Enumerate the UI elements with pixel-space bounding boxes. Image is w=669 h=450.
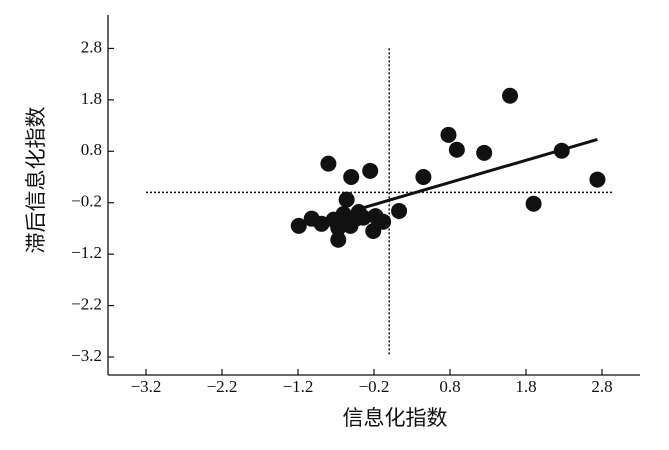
x-tick-label: 2.8 (591, 377, 612, 396)
point (337, 209, 354, 226)
x-tick-label: 0.8 (439, 377, 460, 396)
point (343, 169, 360, 185)
point (415, 169, 432, 185)
point (330, 231, 347, 248)
y-tick-label: −0.2 (71, 192, 102, 211)
point (525, 195, 542, 212)
y-tick-label: 1.8 (81, 89, 102, 108)
y-tick-label: −2.2 (71, 294, 102, 313)
point (362, 162, 379, 179)
point (502, 87, 519, 104)
y-axis-title: 滞后信息化指数 (24, 107, 48, 254)
x-tick-label: −0.2 (359, 377, 390, 396)
x-axis-title: 信息化指数 (343, 406, 448, 430)
point (476, 144, 493, 161)
point (338, 191, 355, 208)
point (375, 213, 392, 230)
y-tick-label: 0.8 (81, 140, 102, 159)
point (391, 202, 408, 219)
point (448, 141, 465, 158)
fit-line (355, 138, 598, 212)
point (589, 171, 606, 188)
x-tick-label: −1.2 (283, 377, 314, 396)
y-tick-label: 2.8 (81, 37, 102, 56)
point (440, 126, 457, 143)
point (320, 155, 337, 172)
y-tick-label: −3.2 (71, 346, 102, 365)
x-tick-label: −3.2 (131, 377, 162, 396)
point (290, 217, 307, 234)
point (313, 215, 330, 232)
y-tick-label: −1.2 (71, 243, 102, 262)
x-tick-label: −2.2 (207, 377, 238, 396)
x-tick-label: 1.8 (515, 377, 536, 396)
